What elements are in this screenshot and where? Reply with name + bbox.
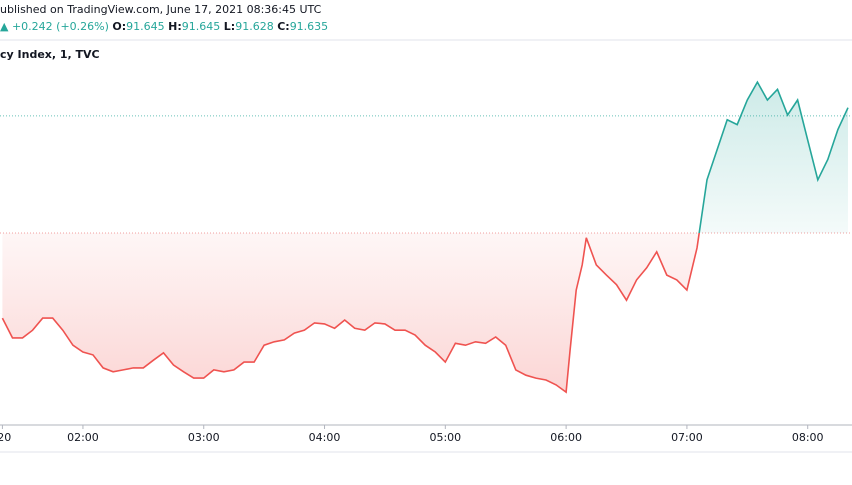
ohlc-value: 91.645 bbox=[182, 20, 221, 33]
ohlc-label: C: bbox=[277, 20, 289, 33]
ohlc-value: 91.635 bbox=[290, 20, 329, 33]
price-line-series bbox=[1, 80, 849, 394]
quote-line: ▲ +0.242 (+0.26%) O:91.645 H:91.645 L:91… bbox=[0, 20, 328, 33]
x-tick-label: 02:00 bbox=[67, 431, 99, 444]
x-tick-label: :20 bbox=[0, 431, 11, 444]
x-tick-label: 08:00 bbox=[792, 431, 824, 444]
x-tick-label: 04:00 bbox=[309, 431, 341, 444]
change-arrow: ▲ bbox=[0, 20, 9, 33]
x-tick-label: 07:00 bbox=[671, 431, 703, 444]
published-note: ublished on TradingView.com, June 17, 20… bbox=[0, 3, 322, 16]
ohlc-value: 91.645 bbox=[126, 20, 165, 33]
x-tick-label: 06:00 bbox=[550, 431, 582, 444]
chart-title: cy Index, 1, TVC bbox=[0, 48, 100, 61]
x-tick-label: 03:00 bbox=[188, 431, 220, 444]
ohlc-label: O: bbox=[112, 20, 126, 33]
ohlc-label: H: bbox=[168, 20, 182, 33]
area bbox=[2, 82, 848, 393]
change: +0.242 (+0.26%) bbox=[12, 20, 109, 33]
x-tick-label: 05:00 bbox=[429, 431, 461, 444]
ohlc-value: 91.628 bbox=[235, 20, 274, 33]
ohlc-label: L: bbox=[224, 20, 235, 33]
